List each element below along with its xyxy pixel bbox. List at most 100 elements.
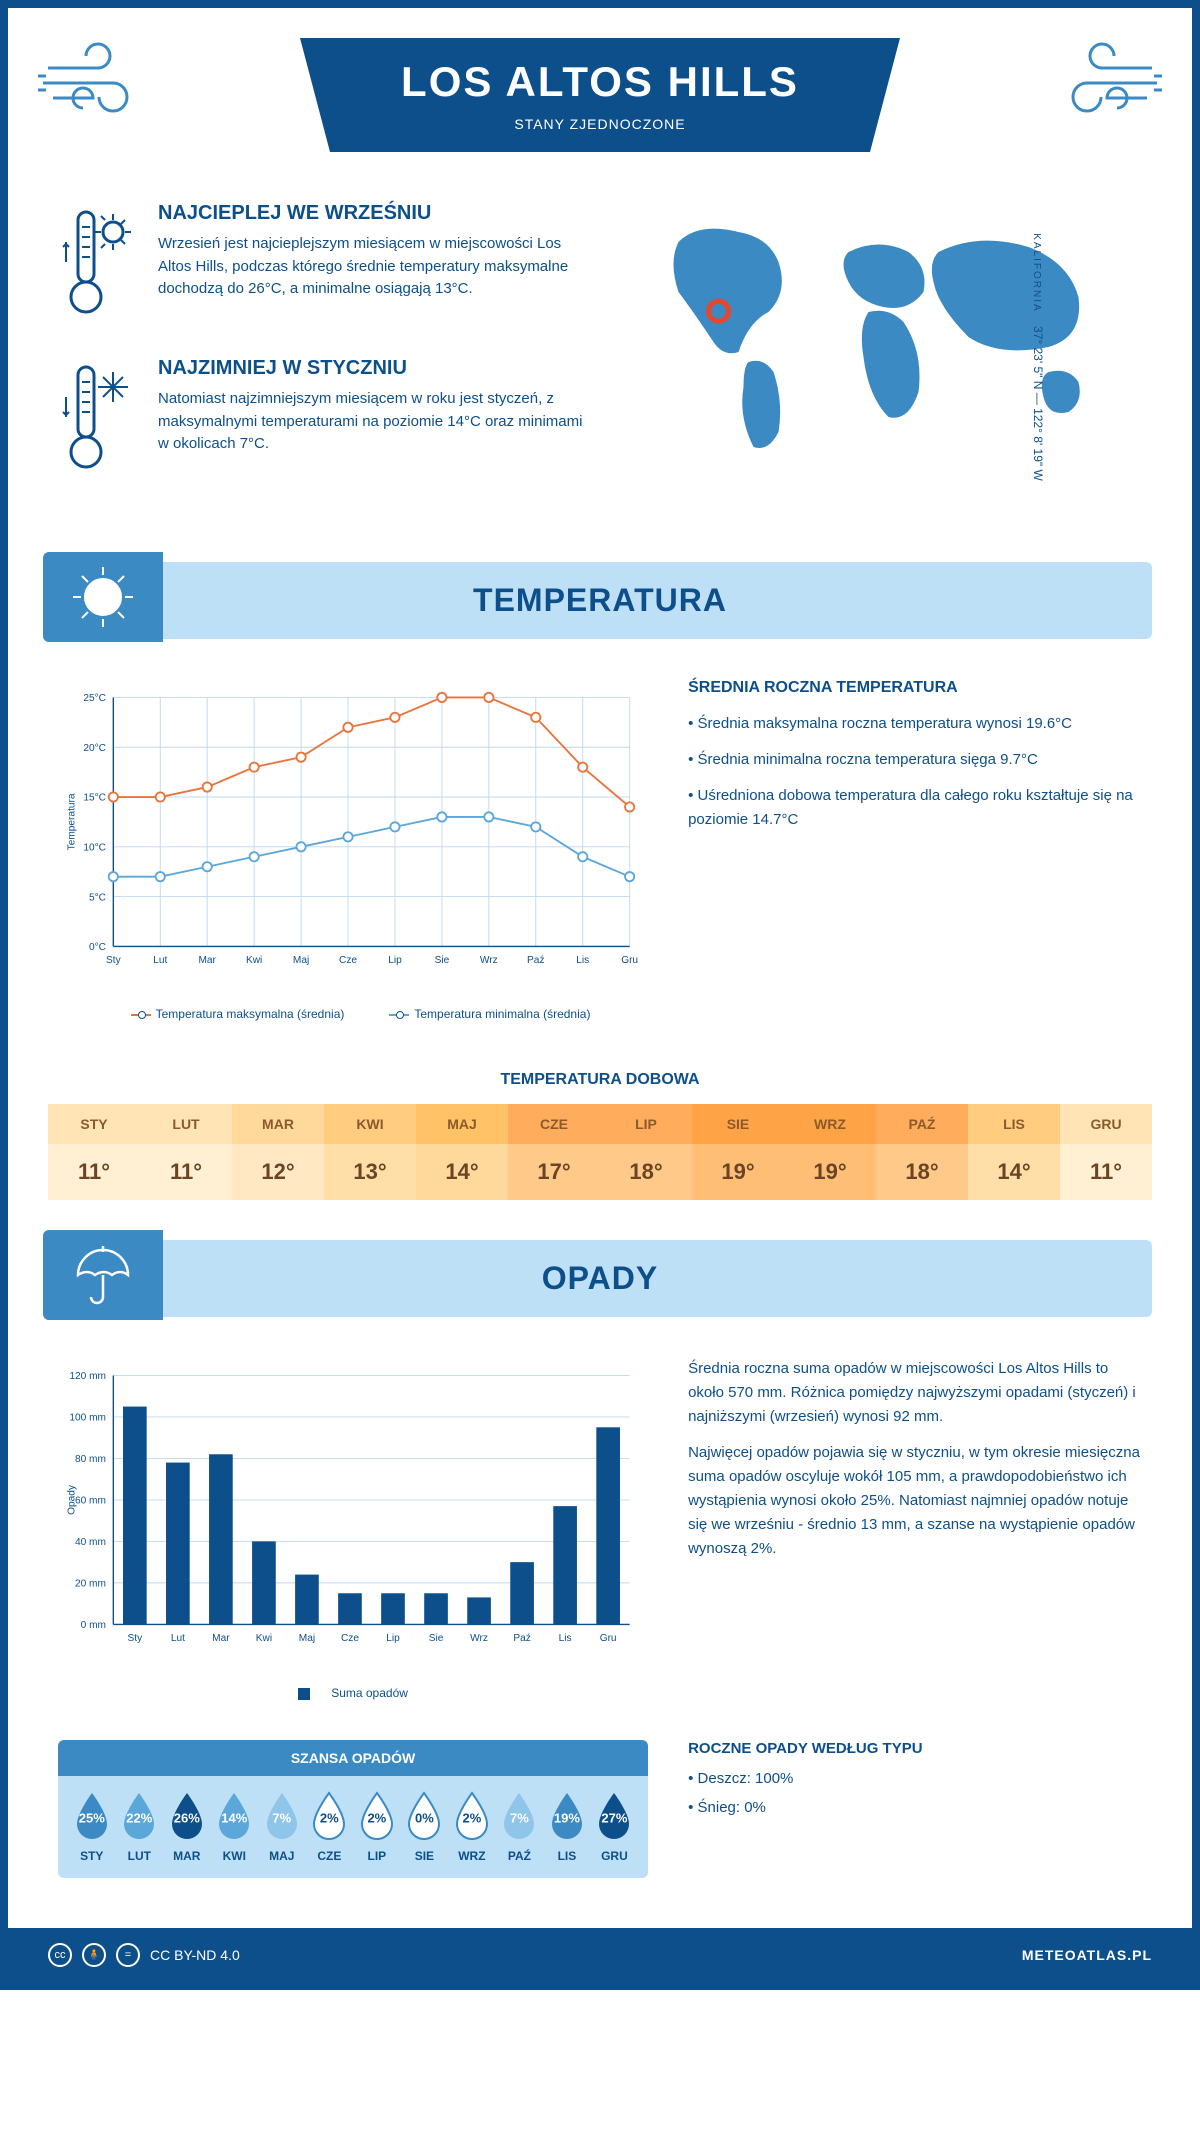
svg-text:10°C: 10°C [83, 842, 106, 853]
svg-text:Opady: Opady [67, 1485, 78, 1516]
svg-text:Wrz: Wrz [470, 1633, 488, 1644]
svg-text:Paź: Paź [513, 1633, 530, 1644]
precip-bottom-row: SZANSA OPADÓW 25% STY 22% LUT 26% MAR 14… [8, 1720, 1192, 1898]
temperature-chart-row: 0°C5°C10°C15°C20°C25°CStyLutMarKwiMajCze… [8, 659, 1192, 1041]
svg-text:Lut: Lut [171, 1633, 185, 1644]
temp-cell: LIP18° [600, 1104, 692, 1200]
temp-bullet: • Średnia maksymalna roczna temperatura … [688, 712, 1142, 736]
svg-text:Paź: Paź [527, 955, 544, 966]
chance-cell: 26% MAR [163, 1791, 211, 1863]
city-title: LOS ALTOS HILLS [360, 58, 840, 106]
intro-section: NAJCIEPLEJ WE WRZEŚNIU Wrzesień jest naj… [8, 172, 1192, 542]
svg-text:25°C: 25°C [83, 693, 106, 704]
world-map [615, 202, 1142, 462]
temp-bullet: • Uśredniona dobowa temperatura dla całe… [688, 784, 1142, 832]
precipitation-title: OPADY [48, 1260, 1152, 1297]
intro-text-column: NAJCIEPLEJ WE WRZEŚNIU Wrzesień jest naj… [58, 202, 585, 512]
site-name: METEOATLAS.PL [1022, 1947, 1152, 1963]
svg-text:5°C: 5°C [89, 892, 106, 903]
chance-cell: 27% GRU [591, 1791, 639, 1863]
footer: cc 🧍 = CC BY-ND 4.0 METEOATLAS.PL [8, 1928, 1192, 1982]
precipitation-bar-chart: 0 mm20 mm40 mm60 mm80 mm100 mm120 mmStyL… [58, 1357, 648, 1699]
svg-text:Lut: Lut [153, 955, 167, 966]
temp-cell: STY11° [48, 1104, 140, 1200]
svg-text:Gru: Gru [621, 955, 638, 966]
warmest-title: NAJCIEPLEJ WE WRZEŚNIU [158, 202, 585, 225]
temp-cell: PAŹ18° [876, 1104, 968, 1200]
temperature-title: TEMPERATURA [48, 582, 1152, 619]
precipitation-section-header: OPADY [48, 1240, 1152, 1317]
daily-temp-title: TEMPERATURA DOBOWA [8, 1071, 1192, 1089]
svg-text:Kwi: Kwi [256, 1633, 272, 1644]
wind-icon [38, 38, 158, 118]
chance-cell: 7% MAJ [258, 1791, 306, 1863]
svg-text:Lip: Lip [388, 955, 402, 966]
svg-text:Lip: Lip [386, 1633, 400, 1644]
by-icon: 🧍 [82, 1943, 106, 1967]
svg-text:Sie: Sie [429, 1633, 444, 1644]
svg-text:Lis: Lis [559, 1633, 572, 1644]
temp-cell: GRU11° [1060, 1104, 1152, 1200]
svg-text:Mar: Mar [212, 1633, 230, 1644]
chance-cell: 0% SIE [401, 1791, 449, 1863]
infographic-page: LOS ALTOS HILLS STANY ZJEDNOCZONE [0, 0, 1200, 1990]
temp-cell: LIS14° [968, 1104, 1060, 1200]
svg-text:0°C: 0°C [89, 942, 106, 953]
header: LOS ALTOS HILLS STANY ZJEDNOCZONE [8, 8, 1192, 172]
precip-type-title: ROCZNE OPADY WEDŁUG TYPU [688, 1740, 1142, 1757]
svg-text:20 mm: 20 mm [75, 1579, 106, 1590]
svg-text:Gru: Gru [600, 1633, 617, 1644]
avg-temp-title: ŚREDNIA ROCZNA TEMPERATURA [688, 679, 1142, 697]
svg-text:20°C: 20°C [83, 743, 106, 754]
svg-text:Maj: Maj [293, 955, 309, 966]
license-block: cc 🧍 = CC BY-ND 4.0 [48, 1943, 240, 1967]
svg-text:Cze: Cze [341, 1633, 359, 1644]
coordinates: KALIFORNIA 37° 23' 5" N — 122° 8' 19" W [1031, 233, 1045, 481]
temp-cell: WRZ19° [784, 1104, 876, 1200]
chance-cell: 2% WRZ [448, 1791, 496, 1863]
temp-cell: MAR12° [232, 1104, 324, 1200]
chance-cell: 14% KWI [211, 1791, 259, 1863]
svg-text:Kwi: Kwi [246, 955, 262, 966]
svg-text:Sty: Sty [128, 1633, 144, 1644]
thermometer-snow-icon [58, 357, 138, 482]
sun-icon [43, 552, 163, 642]
chance-cell: 7% PAŹ [496, 1791, 544, 1863]
chance-cell: 22% LUT [116, 1791, 164, 1863]
coldest-block: NAJZIMNIEJ W STYCZNIU Natomiast najzimni… [58, 357, 585, 482]
svg-text:80 mm: 80 mm [75, 1455, 106, 1466]
country-subtitle: STANY ZJEDNOCZONE [360, 116, 840, 132]
warmest-text: Wrzesień jest najcieplejszym miesiącem w… [158, 233, 585, 301]
svg-text:0 mm: 0 mm [81, 1621, 106, 1632]
warmest-block: NAJCIEPLEJ WE WRZEŚNIU Wrzesień jest naj… [58, 202, 585, 327]
svg-text:100 mm: 100 mm [69, 1413, 106, 1424]
coords-value: 37° 23' 5" N — 122° 8' 19" W [1031, 326, 1045, 481]
thermometer-sun-icon [58, 202, 138, 327]
precipitation-legend: Suma opadów [58, 1686, 648, 1700]
precipitation-chart-row: 0 mm20 mm40 mm60 mm80 mm100 mm120 mmStyL… [8, 1337, 1192, 1719]
chance-cell: 19% LIS [543, 1791, 591, 1863]
precip-by-type: ROCZNE OPADY WEDŁUG TYPU • Deszcz: 100%•… [688, 1740, 1142, 1825]
svg-text:Maj: Maj [299, 1633, 315, 1644]
svg-text:Mar: Mar [198, 955, 216, 966]
coldest-text: Natomiast najzimniejszym miesiącem w rok… [158, 388, 585, 456]
svg-text:Temperatura: Temperatura [67, 793, 78, 850]
temperature-side-text: ŚREDNIA ROCZNA TEMPERATURA • Średnia mak… [688, 679, 1142, 1021]
title-banner: LOS ALTOS HILLS STANY ZJEDNOCZONE [300, 38, 900, 152]
svg-text:15°C: 15°C [83, 793, 106, 804]
svg-text:Wrz: Wrz [480, 955, 498, 966]
precip-legend-label: Suma opadów [331, 1686, 408, 1700]
precip-type-item: • Śnieg: 0% [688, 1796, 1142, 1820]
svg-text:120 mm: 120 mm [69, 1372, 106, 1383]
map-column: KALIFORNIA 37° 23' 5" N — 122° 8' 19" W [615, 202, 1142, 512]
svg-text:Cze: Cze [339, 955, 357, 966]
svg-text:Lis: Lis [576, 955, 589, 966]
cc-icon: cc [48, 1943, 72, 1967]
precip-chance-title: SZANSA OPADÓW [58, 1740, 648, 1776]
chance-cell: 25% STY [68, 1791, 116, 1863]
temperature-line-chart: 0°C5°C10°C15°C20°C25°CStyLutMarKwiMajCze… [58, 679, 648, 1021]
temp-cell: KWI13° [324, 1104, 416, 1200]
wind-icon [1042, 38, 1162, 118]
temp-cell: CZE17° [508, 1104, 600, 1200]
coldest-title: NAJZIMNIEJ W STYCZNIU [158, 357, 585, 380]
